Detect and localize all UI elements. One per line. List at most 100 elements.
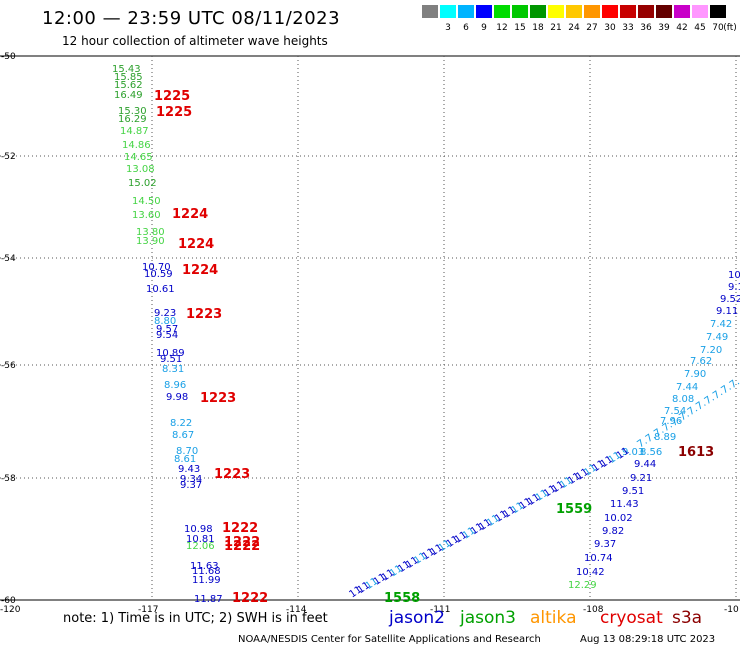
pass-time-label: 1613 — [678, 445, 714, 460]
wave-height-value: 11.68 — [192, 566, 221, 577]
legend-item-jason2: jason2 — [389, 608, 445, 628]
pass-time-label: 1224 — [182, 263, 218, 278]
wave-height-value: 9.51 — [160, 354, 182, 365]
wave-height-value: 14.87 — [120, 126, 149, 137]
chart-subtitle: 12 hour collection of altimeter wave hei… — [62, 34, 328, 48]
wave-height-value: 15.62 — [114, 80, 143, 91]
wave-height-value: 8.80 — [154, 316, 176, 327]
pass-time-label: 1222 — [232, 591, 268, 606]
pass-time-label: 1222 — [224, 539, 260, 554]
wave-height-value: 9.98 — [166, 392, 188, 403]
wave-height-value: 8.96 — [164, 380, 186, 391]
color-scale-swatch — [638, 5, 654, 18]
pass-time-labels: 1225122512241224122412231223122312221222… — [154, 89, 714, 606]
color-scale-label: 15 — [514, 23, 526, 33]
wave-height-value: 15.30 — [118, 106, 147, 117]
footer-timestamp: Aug 13 08:29:18 UTC 2023 — [580, 634, 716, 645]
wave-height-value: 10.81 — [186, 534, 215, 545]
wave-height-value: 11.87 — [194, 594, 223, 605]
wave-height-value: 11.63 — [190, 561, 219, 572]
wave-height-value: 9.54 — [156, 330, 178, 341]
latitude-label: -50 — [1, 52, 16, 62]
color-scale-swatch — [476, 5, 492, 18]
wave-height-value: 15.85 — [114, 72, 143, 83]
wave-height-value: 10.42 — [576, 567, 605, 578]
wave-height-value: 16.49 — [114, 90, 143, 101]
wave-height-value: 9.43 — [178, 464, 200, 475]
wave-height-value: 8.67 — [172, 430, 194, 441]
wave-height-value: 9.82 — [602, 526, 624, 537]
wave-height-value: 8.22 — [170, 418, 192, 429]
wave-height-value: 13.60 — [132, 210, 161, 221]
color-scale-swatch — [494, 5, 510, 18]
color-scale-swatch — [458, 5, 474, 18]
wave-height-value: 13.90 — [136, 236, 165, 247]
color-scale-label: 12 — [496, 23, 508, 33]
latitude-label: -60 — [1, 596, 16, 606]
wave-height-value: 8.31 — [162, 364, 184, 375]
wave-height-value: 9.34 — [180, 474, 202, 485]
pass-time-label: 1223 — [186, 307, 222, 322]
pass-time-label: 1223 — [200, 391, 236, 406]
latitude-label: -56 — [1, 361, 16, 371]
legend-item-altika: altika — [530, 608, 577, 628]
color-scale-label: 36 — [640, 23, 652, 33]
wave-height-value: 8.89 — [654, 432, 676, 443]
wave-height-value: 14.50 — [132, 196, 161, 207]
wave-height-value: 7.90 — [684, 369, 706, 380]
wave-height-value: 7.42 — [710, 319, 732, 330]
wave-height-value: 8.08 — [672, 394, 694, 405]
color-scale-swatch — [692, 5, 708, 18]
longitude-label: -111 — [430, 605, 450, 615]
wave-height-value: 7.96 — [660, 416, 682, 427]
wave-height-value: 9.57 — [156, 324, 178, 335]
color-scale-label: 30 — [604, 23, 616, 33]
wave-height-value: 13.80 — [136, 227, 165, 238]
color-scale-swatch — [584, 5, 600, 18]
latitude-label: -52 — [1, 152, 16, 162]
wave-height-value: 11.99 — [192, 575, 221, 586]
wave-height-value: 8.56 — [640, 447, 662, 458]
wave-height-value: 8.61 — [174, 454, 196, 465]
color-scale-swatch — [674, 5, 690, 18]
wave-height-value: 7.49 — [706, 332, 728, 343]
wave-height-value: 7.44 — [676, 382, 698, 393]
map-axis-labels: -50 -52 -54 -56 -58 -60-120 -117 -114 -111 -108 -1… — [0, 52, 739, 615]
color-scale-swatch — [566, 5, 582, 18]
color-scale-label: 3 — [445, 23, 451, 33]
wave-height-value: 10.59 — [144, 269, 173, 280]
longitude-label: -114 — [286, 605, 307, 615]
wave-height-value: 10.89 — [156, 348, 185, 359]
longitude-label: -120 — [0, 605, 21, 615]
color-scale-swatch — [512, 5, 528, 18]
color-scale-swatch — [656, 5, 672, 18]
wave-height-value: 7.62 — [690, 356, 712, 367]
color-scale-label: 6 — [463, 23, 469, 33]
wave-height-value: 15.02 — [128, 178, 157, 189]
wave-height-value: 9.03 — [622, 447, 644, 458]
pass-time-label: 1225 — [156, 105, 192, 120]
pass-time-label: 1559 — [556, 502, 592, 517]
pass-time-label: 1558 — [384, 591, 420, 606]
color-scale-label: 24 — [568, 23, 580, 33]
pass-time-label: 1222 — [222, 521, 258, 536]
wave-height-value: 9.1 — [728, 282, 740, 293]
wave-height-value: 10.70 — [142, 262, 171, 273]
color-scale-label: 33 — [622, 23, 634, 33]
wave-height-value: 14.65 — [124, 152, 153, 163]
color-scale-label: 45 — [694, 23, 706, 33]
pass-time-label: 1225 — [154, 89, 190, 104]
pass-time-label: 1224 — [178, 237, 214, 252]
wave-height-value: 9.11 — [716, 306, 738, 317]
longitude-label: -108 — [583, 605, 604, 615]
wave-height-value: 9.51 — [622, 486, 644, 497]
color-scale-label: 39 — [658, 23, 670, 33]
legend-item-s3a: s3a — [672, 608, 703, 628]
wave-height-value: 11.43 — [610, 499, 639, 510]
wave-height-value: 9.37 — [594, 539, 616, 550]
wave-height-value: 16.29 — [118, 114, 147, 125]
color-scale-unit: (ft) — [723, 23, 737, 33]
footer-credit: NOAA/NESDIS Center for Satellite Applica… — [238, 634, 541, 645]
latitude-label: -54 — [1, 254, 16, 264]
longitude-label: -117 — [138, 605, 158, 615]
